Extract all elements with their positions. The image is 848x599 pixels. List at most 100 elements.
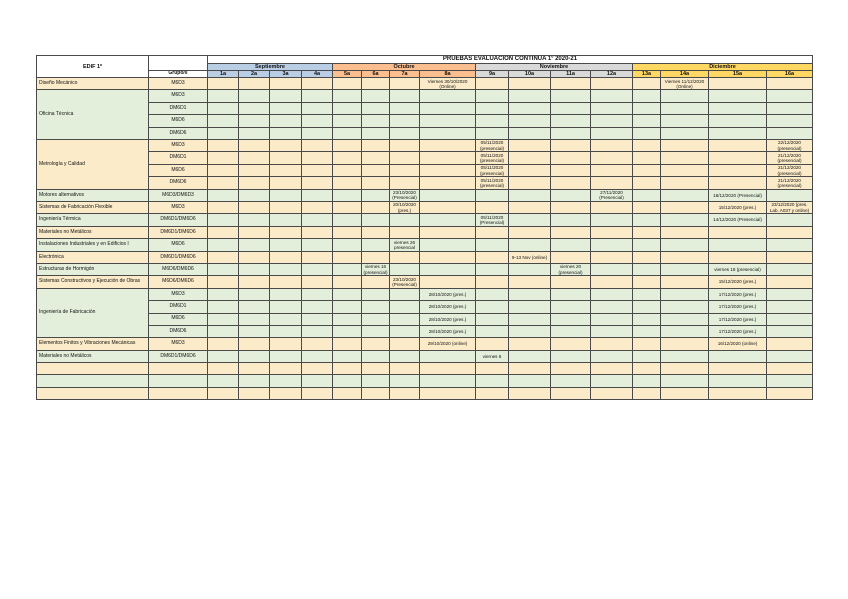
empty-cell [475, 374, 509, 388]
empty-cell [708, 386, 767, 401]
empty-cell [361, 287, 390, 302]
empty-cell [389, 176, 420, 190]
empty-cell [332, 386, 362, 401]
subject-row: Estructuras de Hormigón M6D6/DM6D6 viernes… [36, 262, 813, 277]
empty-cell [269, 151, 302, 165]
empty-cell [301, 386, 333, 401]
empty-cell [361, 101, 390, 116]
empty-cell [590, 114, 633, 128]
empty-cell [238, 151, 270, 165]
group-code: M6D6 [148, 163, 208, 178]
empty-cell [361, 200, 390, 215]
empty-cell [660, 300, 709, 314]
empty-cell [590, 386, 633, 401]
empty-cell [361, 275, 390, 289]
exam-cell: Viernes 11/12/2020 (Online) [660, 77, 709, 91]
empty-cell [632, 176, 661, 190]
empty-cell [708, 349, 767, 364]
exam-cell: 20/10/2020 (pres.) [389, 200, 420, 215]
empty-cell [332, 176, 362, 190]
empty-cell [766, 386, 813, 401]
empty-cell [301, 139, 333, 153]
empty-cell [269, 176, 302, 190]
empty-cell [475, 238, 509, 252]
empty-cell [361, 163, 390, 178]
empty-cell [207, 349, 239, 364]
subject-name: Metrología y Calidad [36, 139, 149, 190]
empty-cell [550, 287, 591, 302]
empty-cell [766, 262, 813, 277]
empty-cell [550, 238, 591, 252]
empty-cell [238, 77, 270, 91]
empty-cell [590, 287, 633, 302]
empty-cell [766, 89, 813, 103]
empty-cell [301, 324, 333, 339]
empty-cell [660, 114, 709, 128]
empty-cell [301, 362, 333, 376]
subject-row [36, 362, 813, 376]
empty-cell [207, 114, 239, 128]
empty-cell [508, 287, 551, 302]
subject-row: DM6D1 05/11/2020 (presencial) 21/12/2020 (… [37, 151, 813, 165]
empty-cell [361, 114, 390, 128]
empty-cell [766, 275, 813, 289]
group-code [148, 362, 208, 376]
subject-name: Ingeniería de Fabricación [36, 287, 149, 339]
week-header: 10a [508, 70, 551, 79]
exam-cell: 27/11/2020 (Presencial) [590, 188, 633, 203]
empty-cell [550, 126, 591, 141]
empty-cell [419, 200, 476, 215]
empty-cell [590, 101, 633, 116]
empty-cell [660, 262, 709, 277]
empty-cell [475, 200, 509, 215]
empty-cell [269, 225, 302, 240]
empty-cell [475, 77, 509, 91]
empty-cell [475, 275, 509, 289]
empty-cell [708, 151, 767, 165]
exam-cell: 28/10/2020 (pres.) [419, 324, 476, 339]
subject-row: Instalaciones Industriales y en Edificio… [36, 238, 813, 252]
empty-cell [632, 324, 661, 339]
empty-cell [475, 188, 509, 203]
empty-cell [332, 324, 362, 339]
empty-cell [238, 337, 270, 351]
empty-cell [550, 362, 591, 376]
empty-cell [269, 324, 302, 339]
exam-cell: Viernes 30/10/2020 (Online) [419, 77, 476, 91]
empty-cell [419, 374, 476, 388]
empty-cell [475, 262, 509, 277]
empty-cell [389, 300, 420, 314]
exam-cell: viernes 26 presencial [389, 238, 420, 252]
empty-cell [389, 337, 420, 351]
empty-cell [361, 188, 390, 203]
empty-cell [361, 225, 390, 240]
empty-cell [475, 300, 509, 314]
group-code: M6D3 [148, 139, 208, 153]
empty-cell [301, 151, 333, 165]
empty-cell [660, 349, 709, 364]
subject-row [36, 374, 813, 388]
empty-cell [550, 324, 591, 339]
empty-cell [660, 362, 709, 376]
empty-cell [475, 114, 509, 128]
empty-cell [590, 163, 633, 178]
empty-cell [550, 188, 591, 203]
empty-cell [389, 77, 420, 91]
subject-row: Motores alternativos M6D3/DM6D3 23/10/2020… [36, 188, 813, 203]
empty-cell [475, 386, 509, 401]
empty-cell [419, 151, 476, 165]
empty-cell [301, 300, 333, 314]
subject-name [36, 374, 149, 388]
subject-row: DM6D6 28/10/2020 (pres.) 17/12/2020 (pres.… [37, 324, 813, 339]
empty-cell [419, 163, 476, 178]
empty-cell [475, 225, 509, 240]
empty-cell [708, 139, 767, 153]
empty-cell [207, 238, 239, 252]
empty-cell [207, 300, 239, 314]
empty-cell [590, 312, 633, 326]
empty-cell [419, 176, 476, 190]
exam-cell: 18/12/2020 (Presencial) [708, 188, 767, 203]
week-header: 11a [550, 70, 591, 79]
empty-cell [550, 89, 591, 103]
empty-cell [660, 312, 709, 326]
